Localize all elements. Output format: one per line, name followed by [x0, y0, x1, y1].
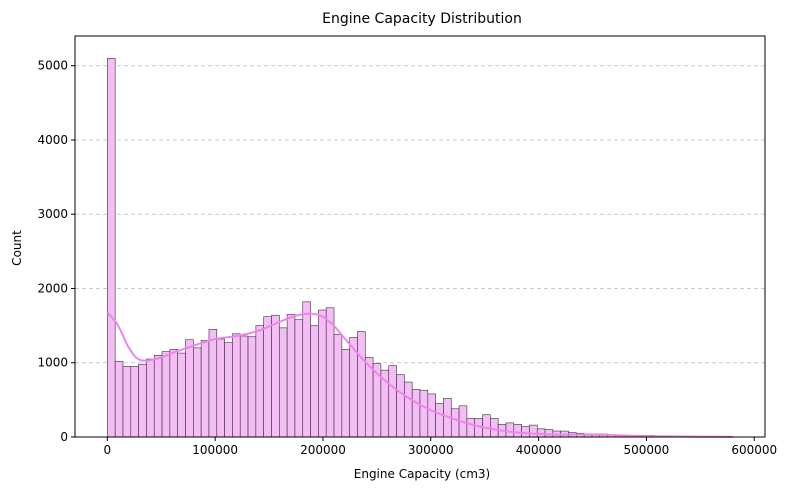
histogram-bar: [536, 428, 546, 438]
histogram-bar: [193, 347, 202, 438]
histogram-bar: [224, 342, 233, 438]
x-tick-label: 0: [104, 443, 112, 457]
histogram-bar: [341, 349, 350, 438]
histogram-bar: [466, 418, 476, 438]
histogram-bar: [482, 414, 491, 438]
histogram-bar: [427, 393, 436, 438]
histogram-bar: [177, 352, 186, 438]
histogram-bar: [294, 319, 304, 438]
histogram-bar: [185, 339, 194, 438]
histogram-bar: [107, 57, 116, 438]
kde-curve: [106, 311, 733, 438]
y-tick-label: 2000: [37, 281, 68, 295]
histogram-bar: [130, 366, 139, 438]
histogram-bar: [286, 314, 296, 438]
histogram-bar: [318, 309, 327, 438]
histogram-bar: [490, 418, 499, 438]
histogram-bar: [114, 360, 124, 438]
y-tick-label: 1000: [37, 356, 68, 370]
x-tick-label: 100000: [192, 443, 238, 457]
histogram-bar: [521, 426, 530, 438]
histogram-bar: [388, 365, 397, 438]
histogram-bar: [216, 338, 225, 438]
plot-frame: [74, 35, 766, 438]
histogram-bar: [247, 336, 257, 438]
chart-title: Engine Capacity Distribution: [322, 11, 522, 27]
histogram-bar: [161, 351, 171, 438]
histogram-bar: [435, 403, 444, 438]
histogram-bar: [302, 301, 311, 438]
histogram-bar: [200, 340, 210, 438]
histogram-bar: [411, 389, 421, 438]
histogram-bar: [279, 327, 288, 438]
axes-layer: [74, 35, 766, 438]
histogram-bar: [255, 325, 264, 438]
histogram-bar: [271, 314, 280, 438]
histogram-bar: [450, 408, 460, 438]
histogram-bar: [544, 429, 554, 438]
histogram-bar: [505, 422, 515, 438]
histogram-bar: [208, 329, 218, 438]
y-tick-label: 3000: [37, 207, 68, 221]
histogram-bar: [333, 334, 343, 438]
histogram-bar: [357, 331, 366, 438]
histogram-bar: [513, 424, 522, 438]
histogram-bar: [419, 389, 429, 438]
x-tick-label: 300000: [408, 443, 454, 457]
histogram-bar: [263, 316, 272, 438]
histogram-bar: [239, 335, 249, 438]
histogram-bar: [396, 374, 405, 438]
histogram-bar: [153, 355, 163, 438]
x-axis-label: Engine Capacity (cm3): [354, 467, 490, 481]
histogram-bar: [146, 358, 155, 438]
histogram-bar: [232, 333, 241, 438]
x-tick-label: 600000: [731, 443, 777, 457]
histogram-bar: [529, 424, 538, 438]
y-tick-label: 0: [60, 430, 68, 444]
x-tick-label: 500000: [624, 443, 670, 457]
y-axis-label: Count: [10, 230, 24, 266]
histogram-bar: [404, 381, 413, 438]
histogram-bar: [310, 325, 319, 438]
histogram-bar: [122, 366, 132, 438]
histogram-bar: [138, 363, 147, 438]
x-tick-label: 200000: [300, 443, 346, 457]
ticks-layer: 0 100000 200000 300000 400000 500000 600000 0 10…: [37, 59, 777, 457]
x-tick-label: 400000: [516, 443, 562, 457]
y-tick-label: 4000: [37, 133, 68, 147]
histogram-bar: [325, 307, 335, 438]
histogram-bar: [169, 349, 178, 438]
y-tick-label: 5000: [37, 59, 68, 73]
